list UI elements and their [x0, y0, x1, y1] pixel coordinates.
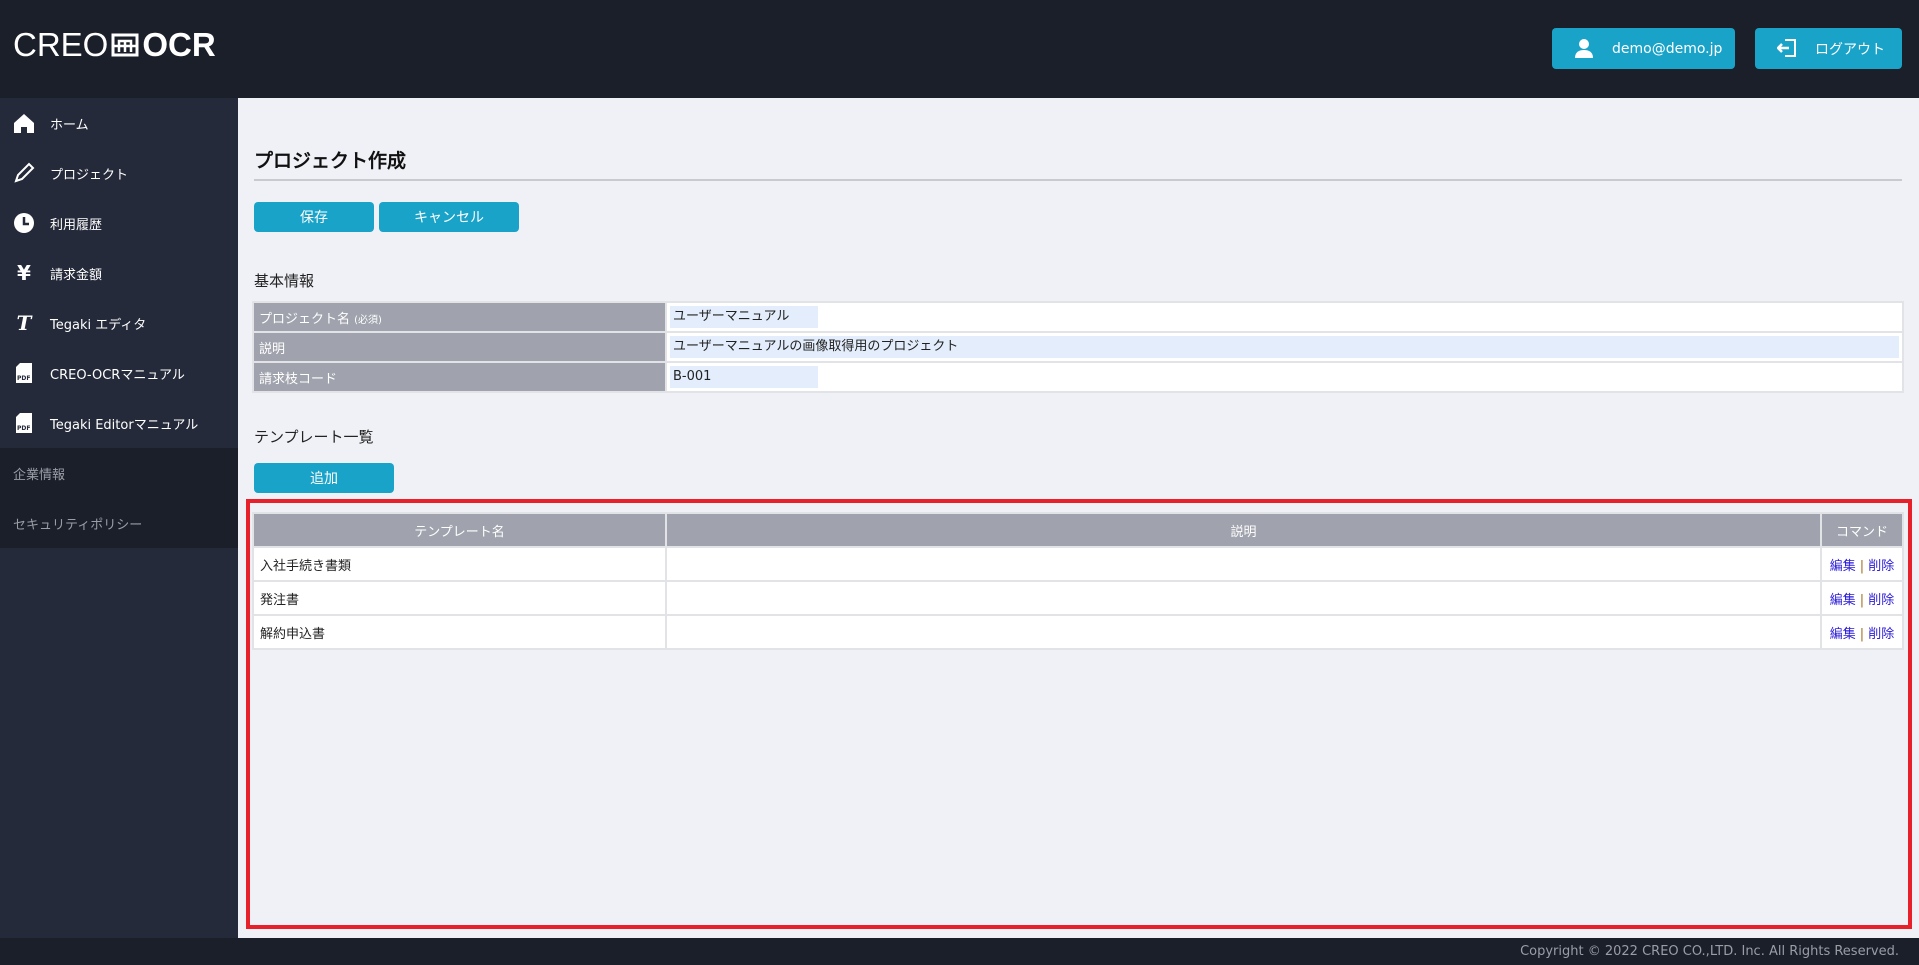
sidebar-item-label: 請求金額: [50, 267, 103, 283]
template-list-heading: テンプレート一覧: [254, 428, 374, 446]
sidebar: ホーム プロジェクト 利用履歴 ¥ 請求金額 T Tegaki エディタ PDF CR…: [0, 98, 238, 938]
column-header-name: テンプレート名: [254, 514, 665, 546]
separator: |: [1859, 558, 1865, 574]
home-icon: [13, 112, 35, 134]
pdf-icon: PDF: [13, 412, 35, 434]
template-description: [667, 548, 1820, 580]
table-header: テンプレート名 説明 コマンド: [254, 514, 1902, 546]
field-label-text: プロジェクト名: [259, 311, 351, 327]
sidebar-item-label: プロジェクト: [50, 167, 129, 183]
sidebar-item-label: CREO-OCRマニュアル: [50, 367, 185, 383]
highlight-box: [246, 499, 1912, 929]
sidebar-item-creo-ocr-manual[interactable]: PDF CREO-OCRマニュアル: [0, 348, 238, 398]
header: CREO OCR demo@demo.jp ログアウト: [0, 0, 1919, 98]
cancel-button[interactable]: キャンセル: [379, 202, 519, 232]
add-template-button[interactable]: 追加: [254, 463, 394, 493]
basic-info-form: プロジェクト名 (必須) ユーザーマニュアル 説明 ユーザーマニュアルの画像取得用の…: [252, 301, 1904, 393]
user-icon: [1575, 39, 1593, 58]
sidebar-link-security-policy[interactable]: セキュリティポリシー: [13, 517, 143, 533]
logo[interactable]: CREO OCR: [13, 26, 216, 64]
logout-button[interactable]: ログアウト: [1755, 28, 1902, 69]
form-row-project-name: プロジェクト名 (必須) ユーザーマニュアル: [254, 303, 1902, 331]
sidebar-item-label: 利用履歴: [50, 217, 103, 233]
sidebar-item-history[interactable]: 利用履歴: [0, 198, 238, 248]
logo-text-creo: CREO: [13, 26, 109, 63]
sidebar-item-label: Tegaki エディタ: [50, 317, 147, 333]
template-name: 発注書: [254, 582, 665, 614]
column-header-command: コマンド: [1822, 514, 1902, 546]
sidebar-item-tegaki-editor[interactable]: T Tegaki エディタ: [0, 298, 238, 348]
template-table: テンプレート名 説明 コマンド 入社手続き書類 編集 | 削除 発注書 編集 | 削除 解約…: [252, 512, 1904, 650]
template-description: [667, 582, 1820, 614]
field-label: 説明: [254, 333, 665, 361]
basic-info-heading: 基本情報: [254, 272, 315, 290]
svg-text:PDF: PDF: [17, 375, 30, 382]
save-button[interactable]: 保存: [254, 202, 374, 232]
edit-link[interactable]: 編集: [1829, 558, 1856, 574]
billing-code-input[interactable]: B-001: [670, 366, 818, 388]
pencil-icon: [13, 162, 35, 184]
svg-text:PDF: PDF: [17, 425, 30, 432]
logout-icon: [1777, 39, 1796, 57]
table-row: 解約申込書 編集 | 削除: [254, 616, 1902, 648]
template-name: 解約申込書: [254, 616, 665, 648]
project-name-input[interactable]: ユーザーマニュアル: [670, 306, 818, 328]
field-label: プロジェクト名 (必須): [254, 303, 665, 331]
sidebar-footer-links: 企業情報 セキュリティポリシー: [0, 448, 238, 548]
sidebar-item-tegaki-manual[interactable]: PDF Tegaki Editorマニュアル: [0, 398, 238, 448]
description-input[interactable]: ユーザーマニュアルの画像取得用のプロジェクト: [670, 336, 1899, 358]
separator: |: [1859, 592, 1865, 608]
delete-link[interactable]: 削除: [1868, 558, 1895, 574]
sidebar-item-home[interactable]: ホーム: [0, 98, 238, 148]
template-description: [667, 616, 1820, 648]
form-row-billing-code: 請求枝コード B-001: [254, 363, 1902, 391]
page-title: プロジェクト作成: [254, 150, 407, 172]
tegaki-icon: T: [16, 311, 32, 335]
delete-link[interactable]: 削除: [1868, 592, 1895, 608]
edit-link[interactable]: 編集: [1829, 626, 1856, 642]
sidebar-item-label: Tegaki Editorマニュアル: [50, 417, 199, 433]
logo-mark-icon: [111, 33, 139, 57]
title-divider: [254, 179, 1902, 181]
user-account-button[interactable]: demo@demo.jp: [1552, 28, 1735, 69]
pdf-icon: PDF: [13, 362, 35, 384]
required-note: (必須): [354, 314, 382, 326]
delete-link[interactable]: 削除: [1868, 626, 1895, 642]
clock-icon: [13, 212, 35, 234]
sidebar-item-label: ホーム: [50, 117, 89, 133]
sidebar-item-billing[interactable]: ¥ 請求金額: [0, 248, 238, 298]
user-email: demo@demo.jp: [1612, 40, 1723, 57]
yen-icon: ¥: [17, 261, 31, 285]
column-header-description: 説明: [667, 514, 1820, 546]
edit-link[interactable]: 編集: [1829, 592, 1856, 608]
template-name: 入社手続き書類: [254, 548, 665, 580]
sidebar-link-company[interactable]: 企業情報: [13, 467, 66, 483]
field-label: 請求枝コード: [254, 363, 665, 391]
footer-copyright: Copyright © 2022 CREO CO.,LTD. Inc. All …: [0, 938, 1919, 965]
form-row-description: 説明 ユーザーマニュアルの画像取得用のプロジェクト: [254, 333, 1902, 361]
sidebar-item-project[interactable]: プロジェクト: [0, 148, 238, 198]
logo-text-ocr: OCR: [142, 26, 216, 63]
logout-label: ログアウト: [1815, 41, 1885, 58]
table-row: 発注書 編集 | 削除: [254, 582, 1902, 614]
separator: |: [1859, 626, 1865, 642]
table-row: 入社手続き書類 編集 | 削除: [254, 548, 1902, 580]
